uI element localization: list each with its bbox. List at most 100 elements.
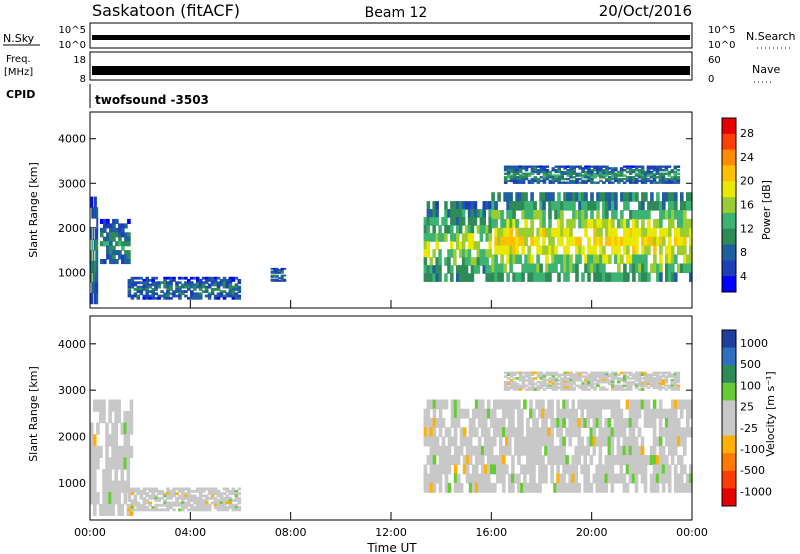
heatmap-cell [536, 210, 540, 220]
heatmap-cell [432, 233, 436, 242]
heatmap-cell [145, 290, 149, 293]
ytick-label: 1000 [58, 266, 86, 279]
heatmap-cell [429, 473, 434, 484]
heatmap-cell [172, 487, 176, 491]
heatmap-cell [467, 233, 472, 242]
heatmap-cell [562, 445, 566, 456]
heatmap-cell [629, 263, 633, 273]
heatmap-cell [670, 373, 675, 376]
heatmap-cell [647, 245, 651, 256]
heatmap-cell [590, 382, 594, 386]
heatmap-cell [608, 380, 612, 384]
heatmap-cell [538, 455, 542, 465]
heatmap-cell [512, 272, 516, 282]
heatmap-cell [649, 482, 654, 493]
heatmap-cell [432, 201, 436, 210]
heatmap-cell [613, 408, 618, 419]
heatmap-cell [198, 281, 203, 285]
heatmap-cell [237, 499, 242, 502]
heatmap-cell [467, 209, 472, 218]
heatmap-cell [198, 501, 203, 505]
heatmap-cell [602, 263, 606, 273]
heatmap-cell [539, 179, 544, 183]
heatmap-cell [118, 241, 122, 247]
heatmap-cell [683, 436, 687, 447]
heatmap-cell [482, 209, 486, 218]
heatmap-cell [605, 377, 609, 380]
heatmap-cell [124, 250, 128, 256]
heatmap-cell [518, 377, 523, 380]
heatmap-cell [596, 272, 600, 282]
heatmap-cell [213, 276, 218, 280]
heatmap-cell [667, 174, 672, 177]
heatmap-cell [673, 179, 678, 183]
heatmap-cell [426, 399, 431, 410]
heatmap-cell [559, 473, 563, 484]
heatmap-cell [655, 482, 660, 493]
heatmap-cell [658, 386, 663, 389]
heatmap-cell [542, 380, 547, 384]
heatmap-cell [640, 170, 645, 174]
heatmap-cell [509, 236, 513, 247]
heatmap-cell [611, 172, 615, 175]
heatmap-cell [562, 408, 566, 419]
heatmap-cell [181, 285, 185, 289]
heatmap-cell [602, 170, 606, 174]
heatmap-cell [545, 165, 550, 168]
heatmap-cell [548, 379, 553, 382]
heatmap-cell [538, 473, 542, 484]
heatmap-cell [613, 427, 618, 438]
heatmap-cell [557, 174, 561, 177]
heatmap-cell [545, 170, 550, 174]
heatmap-cell [631, 170, 636, 174]
heatmap-cell [622, 473, 627, 484]
freq-label-line2: [MHz] [4, 67, 33, 78]
heatmap-cell [142, 496, 147, 500]
heatmap-cell [426, 209, 431, 218]
heatmap-cell [453, 209, 457, 218]
heatmap-cell [581, 375, 585, 378]
heatmap-cell [96, 239, 99, 251]
heatmap-cell [530, 386, 535, 389]
heatmap-cell [521, 179, 526, 183]
heatmap-cell [566, 192, 570, 202]
heatmap-cell [133, 487, 138, 491]
heatmap-cell [187, 288, 191, 291]
heatmap-cell [569, 174, 573, 177]
heatmap-cell [661, 408, 666, 419]
heatmap-cell [656, 201, 660, 211]
heatmap-cell [210, 283, 215, 287]
heatmap-cell [637, 464, 642, 475]
heatmap-cell [676, 436, 681, 447]
heatmap-cell [557, 170, 561, 174]
heatmap-cell [673, 482, 678, 493]
heatmap-cell [664, 375, 669, 378]
heatmap-cell [506, 165, 511, 168]
heatmap-cell [671, 192, 675, 202]
heatmap-cell [683, 263, 687, 273]
heatmap-cell [429, 436, 434, 447]
heatmap-cell [620, 210, 624, 220]
heatmap-cell [578, 181, 582, 184]
heatmap-cell [458, 225, 463, 234]
heatmap-cell [689, 254, 693, 264]
heatmap-cell [190, 499, 194, 502]
heatmap-cell [503, 382, 508, 386]
heatmap-cell [93, 282, 96, 294]
heatmap-cell [100, 259, 104, 265]
heatmap-cell [554, 245, 558, 256]
heatmap-cell [127, 294, 132, 298]
heatmap-cell [584, 172, 588, 175]
heatmap-cell [568, 482, 572, 493]
heatmap-cell [505, 408, 509, 419]
heatmap-cell [133, 503, 138, 507]
heatmap-cell [646, 408, 651, 419]
heatmap-cell [539, 169, 544, 172]
heatmap-cell [611, 167, 615, 170]
heatmap-cell [130, 296, 135, 300]
heatmap-cell [193, 292, 197, 296]
heatmap-cell [175, 290, 179, 293]
heatmap-cell [572, 379, 576, 382]
heatmap-cell [178, 288, 182, 291]
heatmap-cell [649, 375, 654, 378]
